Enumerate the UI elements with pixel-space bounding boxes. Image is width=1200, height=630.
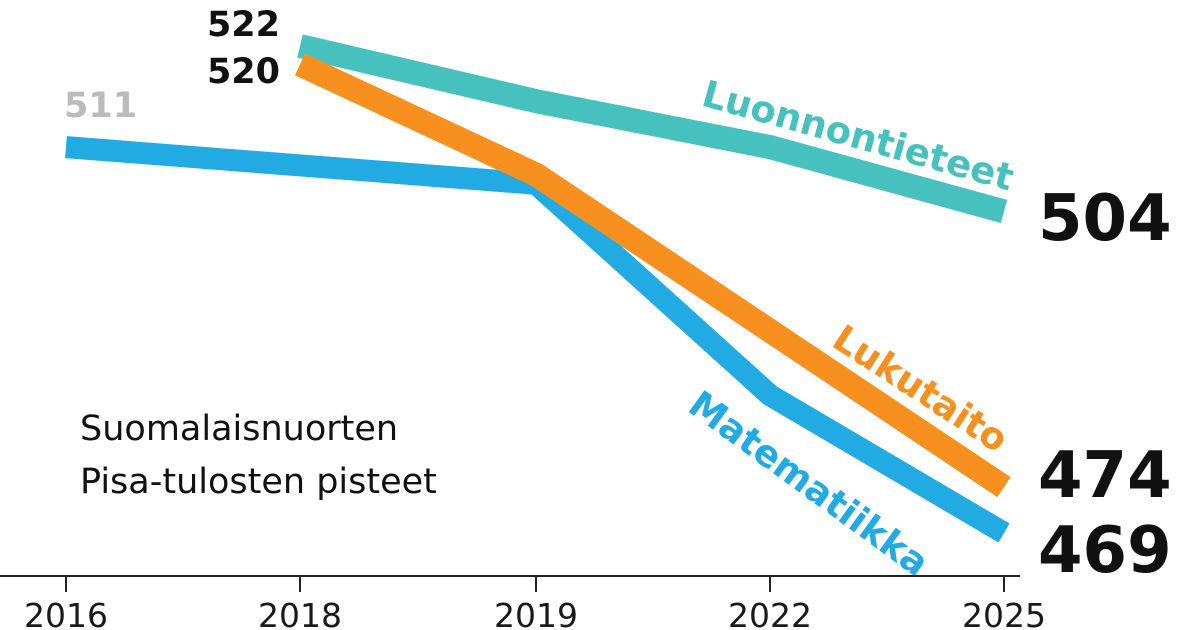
- series-line-matematiikka: [65, 136, 1010, 543]
- series-line-lukutaito: [294, 53, 1011, 498]
- start-label-lukutaito: 520: [207, 52, 280, 92]
- start-label-luonnontieteet: 522: [207, 5, 280, 45]
- x-axis: 2016 2018 2019 2022 2025: [0, 575, 1046, 630]
- start-label-matematiikka: 511: [64, 86, 137, 126]
- x-tick-label-2019: 2019: [494, 596, 578, 630]
- series-lines: [65, 34, 1011, 543]
- x-tick-label-2016: 2016: [24, 596, 108, 630]
- series-line-luonnontieteet: [297, 34, 1008, 223]
- end-label-matematiikka: 469: [1038, 514, 1172, 588]
- x-tick-label-2022: 2022: [728, 596, 812, 630]
- chart-title-line-1: Suomalaisnuorten: [80, 409, 398, 449]
- chart-title-line-2: Pisa-tulosten pisteet: [80, 462, 437, 502]
- end-label-lukutaito: 474: [1038, 439, 1172, 513]
- x-tick-label-2025: 2025: [962, 596, 1046, 630]
- end-label-luonnontieteet: 504: [1038, 182, 1172, 256]
- x-tick-label-2018: 2018: [258, 596, 342, 630]
